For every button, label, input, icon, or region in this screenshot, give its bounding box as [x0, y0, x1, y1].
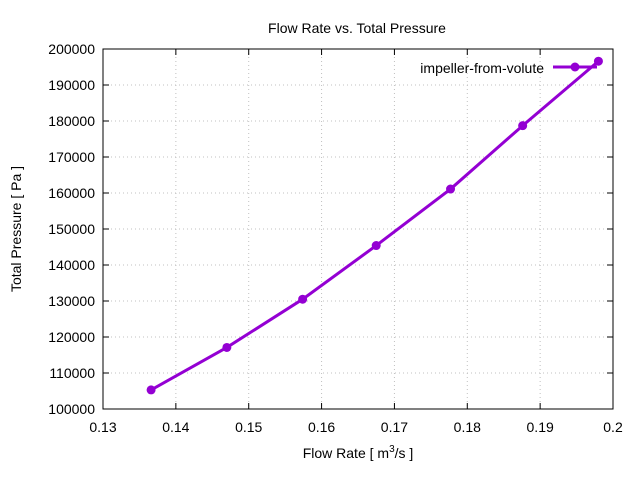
y-tick-label: 150000 — [48, 221, 95, 237]
data-point — [593, 56, 603, 66]
x-tick-label: 0.14 — [162, 419, 189, 435]
data-point — [146, 385, 156, 395]
x-tick-label: 0.17 — [381, 419, 408, 435]
legend: impeller-from-volute — [420, 60, 597, 76]
x-tick-label: 0.2 — [603, 419, 623, 435]
grid — [103, 49, 613, 409]
y-tick-label: 170000 — [48, 149, 95, 165]
legend-marker — [570, 62, 580, 72]
x-tick-label: 0.19 — [527, 419, 554, 435]
x-tick-label: 0.16 — [308, 419, 335, 435]
y-tick-label: 160000 — [48, 185, 95, 201]
x-axis-label: Flow Rate [ m3/s ] — [303, 444, 414, 461]
data-point — [298, 294, 308, 304]
data-point — [446, 184, 456, 194]
plot-frame — [102, 48, 614, 410]
chart-title: Flow Rate vs. Total Pressure — [268, 20, 446, 36]
y-axis-label: Total Pressure [ Pa ] — [8, 166, 24, 292]
x-tick-label: 0.13 — [89, 419, 116, 435]
data-point — [222, 342, 232, 352]
y-tick-label: 140000 — [48, 257, 95, 273]
y-tick-label: 120000 — [48, 329, 95, 345]
y-tick-label: 190000 — [48, 77, 95, 93]
x-tick-label: 0.15 — [235, 419, 262, 435]
y-tick-label: 110000 — [49, 365, 95, 381]
series-line — [150, 60, 600, 392]
y-tick-label: 200000 — [48, 41, 95, 57]
y-tick-label: 100000 — [48, 401, 95, 417]
series — [146, 56, 603, 395]
x-tick-label: 0.18 — [454, 419, 481, 435]
y-tick-label: 180000 — [48, 113, 95, 129]
data-point — [371, 241, 381, 251]
ticks: 0.13 0.14 0.15 0.16 0.17 0.18 0.19 0.2 100000 110… — [48, 41, 623, 435]
legend-label: impeller-from-volute — [420, 60, 544, 76]
y-tick-label: 130000 — [48, 293, 95, 309]
data-point — [518, 121, 528, 131]
